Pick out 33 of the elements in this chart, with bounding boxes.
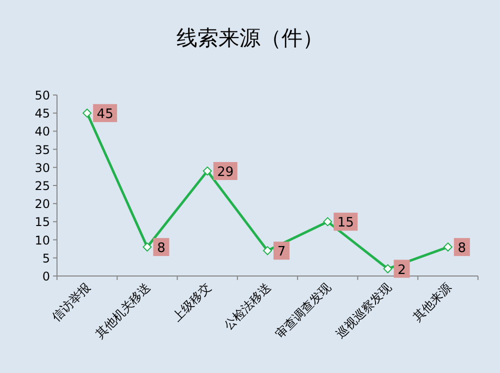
data-label: 7 — [277, 244, 286, 260]
y-tick-label: 5 — [42, 251, 50, 266]
point — [383, 264, 392, 274]
y-tick-label: 35 — [34, 142, 50, 157]
point — [443, 242, 452, 252]
data-label: 2 — [398, 262, 406, 278]
y-tick-label: 0 — [42, 270, 50, 284]
point — [82, 108, 92, 118]
data-label: 8 — [458, 241, 466, 256]
point — [202, 166, 212, 176]
data-label: 15 — [337, 216, 354, 231]
y-tick-label: 10 — [34, 233, 50, 248]
data-label: 29 — [217, 165, 234, 180]
x-tick-label: 其他机关移送 — [92, 280, 154, 342]
y-tick-label: 15 — [34, 215, 50, 230]
x-tick-label: 信访举报 — [49, 280, 94, 324]
point — [263, 246, 272, 256]
y-tick-label: 40 — [34, 124, 50, 139]
y-tick-label: 20 — [34, 197, 50, 212]
data-label: 45 — [96, 107, 114, 122]
x-tick-label: 审查调查发现 — [272, 280, 334, 342]
data-label: 8 — [157, 241, 166, 256]
x-tick-label: 上级移交 — [170, 280, 214, 324]
y-tick-label: 30 — [34, 160, 50, 175]
y-tick-label: 45 — [34, 106, 50, 121]
x-tick-label: 其他来源 — [410, 280, 454, 324]
chart-title: 线索来源（件） — [176, 26, 324, 50]
x-tick-label: 巡视巡察发现 — [333, 280, 394, 342]
y-tick-label: 25 — [34, 179, 50, 193]
x-tick-label: 公检法移送 — [221, 280, 274, 333]
point — [323, 217, 332, 226]
point — [142, 242, 152, 252]
y-tick-label: 50 — [34, 88, 50, 102]
